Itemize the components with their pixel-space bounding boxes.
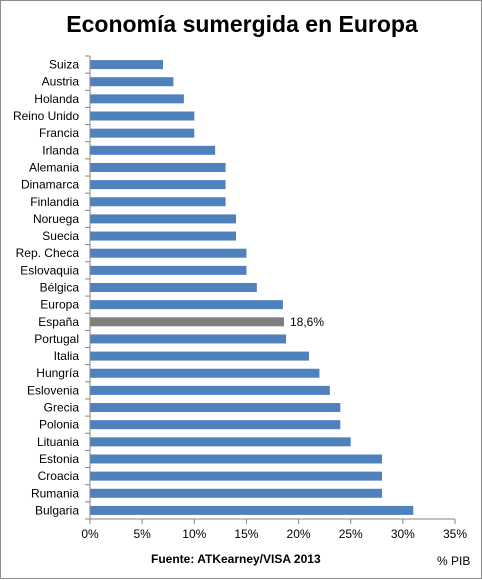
bar-17 — [90, 351, 309, 361]
bar-10 — [90, 231, 236, 241]
category-label-4: Francia — [39, 126, 79, 140]
bar-14 — [90, 300, 283, 310]
bar-6 — [90, 162, 226, 172]
bar-1 — [90, 77, 174, 87]
bar-2 — [90, 94, 184, 104]
x-tick-label-5: 25% — [339, 527, 363, 541]
x-tick-label-7: 35% — [443, 527, 467, 541]
category-label-23: Estonia — [39, 452, 79, 466]
bar-5 — [90, 145, 216, 155]
bar-0 — [90, 60, 163, 70]
category-label-14: Europa — [40, 298, 79, 312]
bar-22 — [90, 437, 351, 447]
source-note: Fuente: ATKearney/VISA 2013 — [151, 552, 321, 566]
bar-20 — [90, 403, 341, 413]
category-label-0: Suiza — [49, 58, 79, 72]
category-label-15: España — [38, 315, 79, 329]
x-tick-label-3: 15% — [234, 527, 258, 541]
category-label-22: Lituania — [37, 435, 79, 449]
x-tick-label-2: 10% — [182, 527, 206, 541]
category-label-21: Polonia — [39, 418, 79, 432]
bar-12 — [90, 265, 247, 275]
bar-24 — [90, 471, 382, 481]
bar-15 — [90, 317, 284, 327]
category-label-5: Irlanda — [42, 143, 79, 157]
bar-23 — [90, 454, 382, 464]
category-label-12: Eslovaquia — [20, 263, 79, 277]
x-tick-label-4: 20% — [287, 527, 311, 541]
bar-11 — [90, 248, 247, 258]
bar-18 — [90, 368, 320, 378]
category-label-2: Holanda — [34, 92, 79, 106]
bar-13 — [90, 283, 257, 292]
category-label-24: Croacia — [38, 469, 80, 483]
category-label-13: Bélgica — [40, 281, 80, 295]
chart-title: Economía sumergida en Europa — [66, 11, 418, 37]
x-tick-label-6: 30% — [391, 527, 415, 541]
category-label-19: Eslovenia — [27, 383, 79, 397]
bar-16 — [90, 334, 287, 344]
category-label-8: Finlandia — [30, 195, 79, 209]
x-tick-label-1: 5% — [133, 527, 151, 541]
category-label-20: Grecia — [44, 401, 80, 415]
category-label-6: Alemania — [29, 160, 79, 174]
bar-3 — [90, 111, 195, 121]
bar-21 — [90, 420, 341, 430]
bar-7 — [90, 180, 226, 190]
bar-4 — [90, 128, 195, 138]
category-label-1: Austria — [42, 75, 80, 89]
category-label-18: Hungría — [36, 366, 79, 380]
category-label-11: Rep. Checa — [16, 246, 80, 260]
bar-9 — [90, 214, 236, 224]
bar-8 — [90, 197, 226, 207]
category-label-3: Reino Unido — [13, 109, 79, 123]
category-label-25: Rumania — [31, 486, 79, 500]
x-tick-label-0: 0% — [81, 527, 99, 541]
category-label-17: Italia — [54, 349, 80, 363]
category-label-16: Portugal — [34, 332, 79, 346]
bar-19 — [90, 385, 330, 395]
category-label-7: Dinamarca — [21, 178, 79, 192]
category-label-10: Suecia — [42, 229, 79, 243]
category-label-9: Noruega — [33, 212, 79, 226]
data-label-espana: 18,6% — [290, 315, 324, 329]
category-label-26: Bulgaria — [35, 503, 79, 517]
bar-25 — [90, 488, 382, 498]
bar-26 — [90, 505, 414, 515]
unit-label: % PIB — [437, 554, 471, 568]
